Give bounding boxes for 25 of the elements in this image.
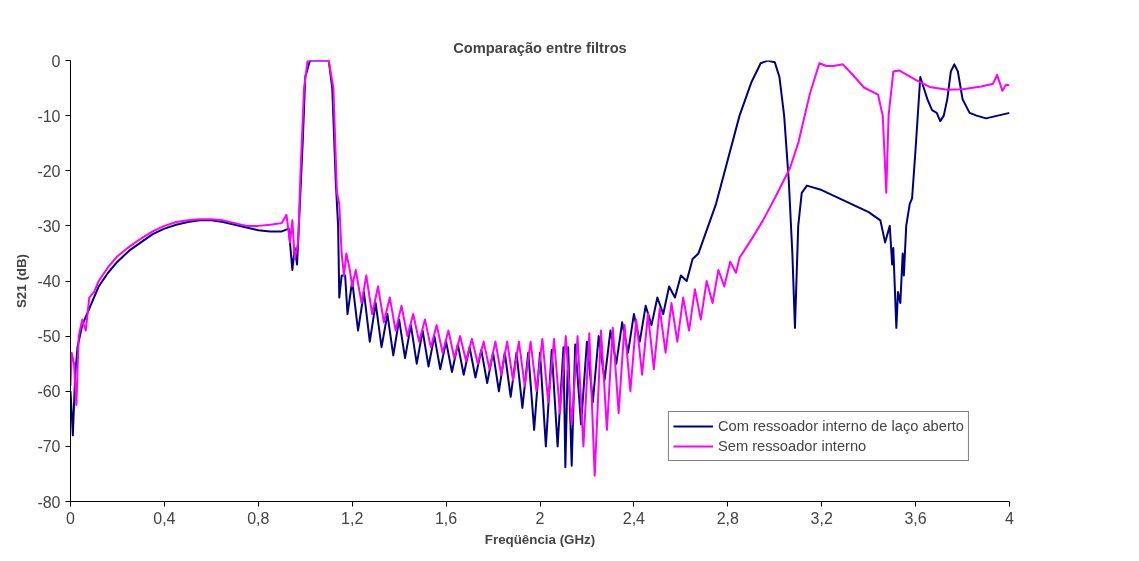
x-tick-label: 4 <box>1005 509 1015 527</box>
x-tick-label: 0,8 <box>247 509 270 527</box>
y-tick-label: 0 <box>51 52 61 70</box>
y-tick-label: -70 <box>37 438 61 456</box>
x-tick-label: 1,6 <box>434 509 458 527</box>
y-tick-label: -30 <box>37 217 61 235</box>
y-axis-title: S21 (dB) <box>14 253 30 309</box>
y-tick-label: -40 <box>37 273 61 290</box>
x-tick-label: 2,4 <box>622 509 646 527</box>
chart-title: Comparação entre filtros <box>453 39 627 56</box>
y-tick-label: -50 <box>37 328 61 346</box>
x-tick-label: 1,2 <box>341 509 364 527</box>
y-tick-label: -10 <box>37 107 61 125</box>
y-tick-label: -20 <box>37 162 61 180</box>
x-axis-title: Freqüência (GHz) <box>484 531 596 547</box>
x-tick-label: 2,8 <box>716 509 740 527</box>
y-tick-label: -80 <box>37 493 61 511</box>
x-tick-label: 3,6 <box>904 509 927 527</box>
x-tick-label: 3,2 <box>810 509 833 527</box>
y-tick-label: -60 <box>37 383 61 401</box>
legend-label: Com ressoador interno de laço aberto <box>717 418 964 434</box>
legend-label: Sem ressoador interno <box>717 438 867 454</box>
x-tick-label: 2 <box>535 509 545 527</box>
x-tick-label: 0,4 <box>153 509 176 527</box>
x-tick-label: 0 <box>66 509 76 527</box>
